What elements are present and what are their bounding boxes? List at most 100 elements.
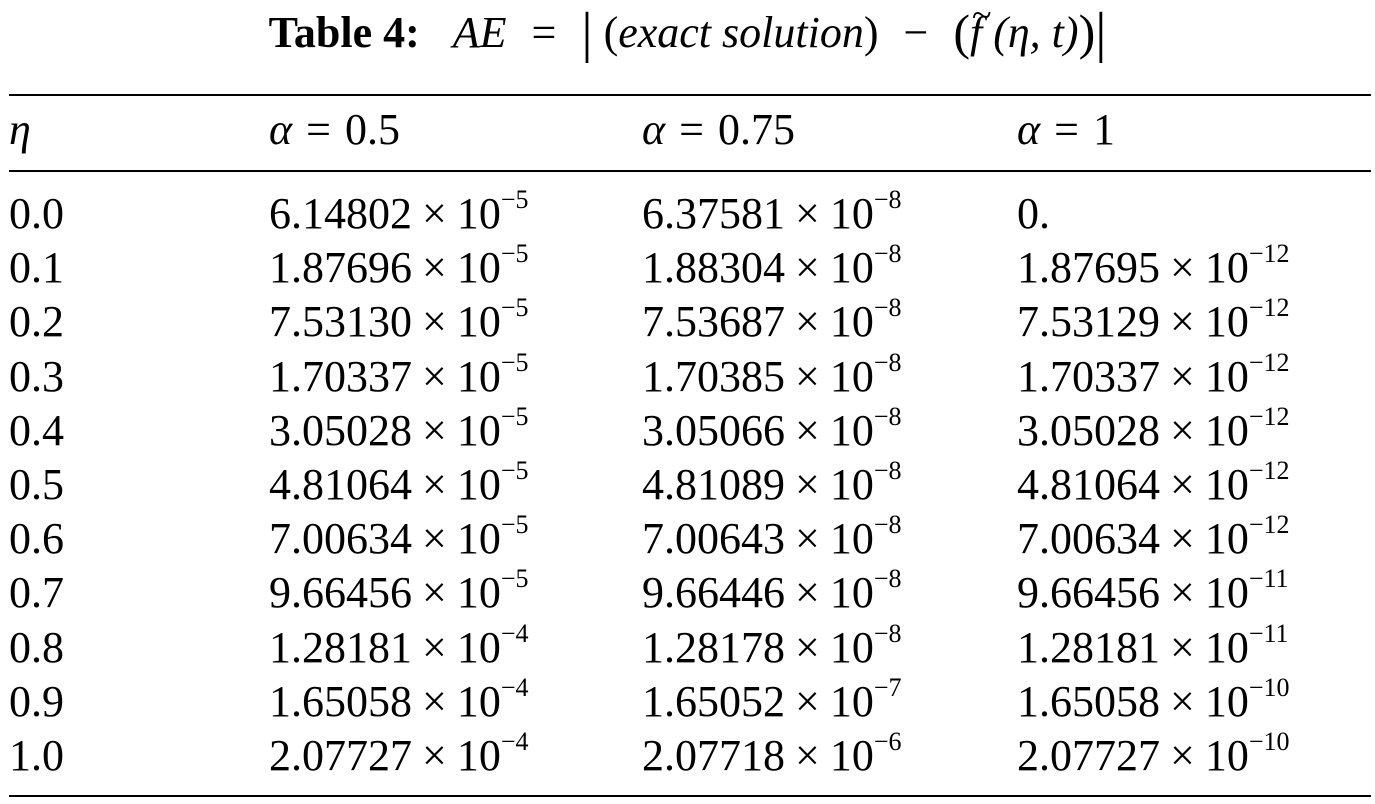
times-sign: ×	[1170, 459, 1195, 509]
times-sign: ×	[795, 459, 820, 509]
base: 10	[829, 189, 874, 238]
cell-value-c1: 1.70337 × 10−5	[269, 349, 529, 403]
table-row: 0.9 1.65058 × 10−4 1.65052 × 10−7 1.65058 × 10−10	[0, 674, 1375, 730]
exponent: −5	[500, 510, 529, 540]
cell-value-c1: 7.00634 × 10−5	[269, 510, 529, 565]
mantissa: 1.70337	[1017, 351, 1160, 401]
mantissa: 6.37581	[642, 189, 785, 238]
base: 10	[456, 514, 501, 564]
table-header-row: η α = 0.5 α = 0.75 α = 1	[0, 104, 1375, 156]
table-row: 0.5 4.81064 × 10−5 4.81089 × 10−8 4.81064 × 10−12	[0, 455, 1375, 513]
base: 10	[456, 730, 501, 780]
cell-eta: 1.0	[9, 730, 64, 780]
exponent: −5	[500, 455, 529, 485]
cell-eta: 0.7	[9, 568, 64, 618]
base: 10	[829, 568, 874, 618]
times-sign: ×	[1170, 297, 1195, 347]
times-sign: ×	[1170, 351, 1195, 401]
times-sign: ×	[795, 676, 820, 726]
cell-value-c1: 1.28181 × 10−4	[269, 618, 529, 674]
table-row: 0.8 1.28181 × 10−4 1.28178 × 10−8 1.28181 × 10−11	[0, 618, 1375, 676]
cell-eta: 0.1	[9, 243, 64, 293]
times-sign: ×	[422, 622, 447, 672]
base: 10	[1204, 622, 1249, 672]
exponent: −12	[1248, 510, 1290, 540]
exponent: −5	[500, 239, 529, 269]
caption-exact-solution: exact solution	[618, 8, 864, 57]
cell-value-c1: 2.07727 × 10−4	[269, 726, 529, 782]
exponent: −8	[873, 347, 902, 377]
table-body: 0.0 6.14802 × 10−5 6.37581 × 10−8 0. 0.1 1.87696 ×…	[0, 187, 1375, 784]
exponent: −4	[500, 618, 529, 648]
mantissa: 1.28181	[1017, 622, 1160, 672]
mantissa: 3.05028	[269, 405, 412, 455]
mantissa: 2.07727	[269, 730, 412, 780]
cell-value-c3: 1.87695 × 10−12	[1017, 241, 1290, 294]
exponent: −12	[1248, 293, 1290, 323]
cell-value-c3: 2.07727 × 10−10	[1017, 728, 1290, 782]
cell-value-c2: 6.37581 × 10−8	[642, 187, 902, 240]
base: 10	[1204, 405, 1249, 455]
cell-value-c3: 1.65058 × 10−10	[1017, 674, 1290, 728]
caption-equals: =	[531, 8, 557, 57]
header-eta: η	[9, 104, 31, 156]
times-sign: ×	[1170, 622, 1195, 672]
caption-open-paren-1: (	[603, 8, 619, 57]
times-sign: ×	[1170, 243, 1195, 293]
caption-f-tilde: f	[970, 0, 992, 59]
header-alpha-value: 1	[1092, 105, 1115, 154]
cell-value-c1: 9.66456 × 10−5	[269, 566, 529, 619]
mantissa: 1.70337	[269, 351, 412, 401]
table-row: 0.4 3.05028 × 10−5 3.05066 × 10−8 3.05028 × 10−12	[0, 403, 1375, 459]
times-sign: ×	[795, 622, 820, 672]
base: 10	[1204, 514, 1249, 564]
header-alpha-symbol: α	[269, 105, 293, 154]
cell-value-c2: 9.66446 × 10−8	[642, 566, 902, 619]
mantissa: 4.81089	[642, 459, 785, 509]
base: 10	[829, 730, 874, 780]
times-sign: ×	[422, 730, 447, 780]
exponent: −11	[1248, 564, 1289, 594]
table-header-rule	[9, 170, 1371, 172]
base: 10	[829, 405, 874, 455]
times-sign: ×	[422, 189, 447, 238]
header-equals: =	[1054, 105, 1079, 154]
times-sign: ×	[422, 405, 447, 455]
cell-value-c3: 7.00634 × 10−12	[1017, 510, 1290, 565]
times-sign: ×	[795, 351, 820, 401]
header-alpha-symbol: α	[1017, 105, 1041, 154]
mantissa: 1.28178	[642, 622, 785, 672]
times-sign: ×	[795, 297, 820, 347]
caption-close-paren-2: )	[1078, 4, 1096, 60]
cell-value-c2: 1.65052 × 10−7	[642, 674, 902, 728]
header-equals: =	[679, 105, 704, 154]
cell-value-c3: 1.28181 × 10−11	[1017, 620, 1289, 674]
caption-f-args: (η, t)	[993, 8, 1079, 57]
times-sign: ×	[422, 351, 447, 401]
mantissa: 1.65058	[1017, 676, 1160, 726]
cell-value-c3: 1.70337 × 10−12	[1017, 349, 1290, 403]
cell-eta: 0.2	[9, 297, 64, 347]
cell-value-c2: 1.70385 × 10−8	[642, 347, 902, 403]
times-sign: ×	[1170, 405, 1195, 455]
times-sign: ×	[1170, 676, 1195, 726]
base: 10	[829, 459, 874, 509]
cell-eta: 0.3	[9, 351, 64, 401]
base: 10	[829, 514, 874, 564]
mantissa: 7.53130	[269, 297, 412, 347]
cell-value-c1: 7.53130 × 10−5	[269, 295, 529, 348]
mantissa: 1.87695	[1017, 243, 1160, 293]
table-row: 0.6 7.00634 × 10−5 7.00643 × 10−8 7.00634 × 10−12	[0, 510, 1375, 567]
base: 10	[1204, 351, 1249, 401]
mantissa: 3.05028	[1017, 405, 1160, 455]
caption-abs-open: |	[581, 2, 593, 64]
exponent: −4	[500, 726, 529, 756]
mantissa: 7.00643	[642, 514, 785, 564]
cell-value-c3: 9.66456 × 10−11	[1017, 564, 1289, 619]
base: 10	[456, 459, 501, 509]
header-alpha-0-75: α = 0.75	[642, 104, 795, 156]
cell-value-c2: 2.07718 × 10−6	[642, 728, 902, 782]
mantissa: 9.66456	[269, 568, 412, 618]
mantissa: 1.65052	[642, 676, 785, 726]
table-row: 0.0 6.14802 × 10−5 6.37581 × 10−8 0.	[0, 187, 1375, 242]
